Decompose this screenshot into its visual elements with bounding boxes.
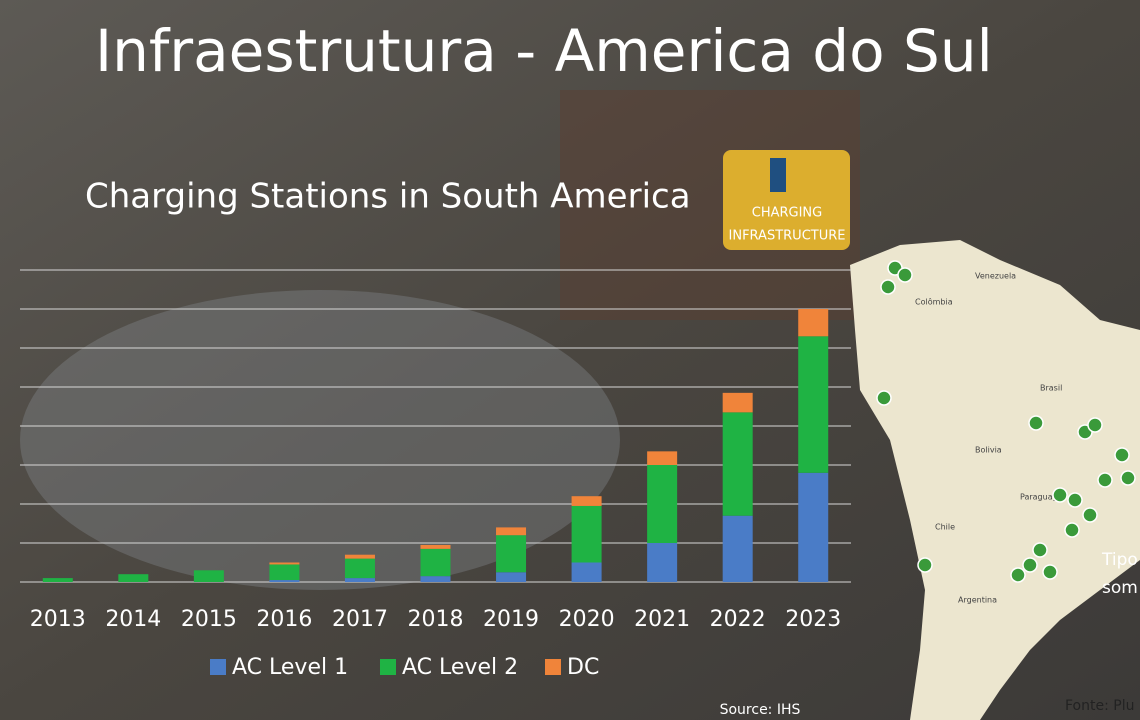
x-tick-label: 2019 (483, 607, 539, 632)
map-pin (876, 390, 892, 406)
x-tick-label: 2018 (408, 607, 464, 632)
map-label: Paraguay (1020, 493, 1058, 502)
bar-segment (722, 515, 753, 582)
bar-segment (571, 562, 602, 582)
x-tick-label: 2016 (256, 607, 312, 632)
bar-segment (269, 562, 300, 565)
map-pin (1067, 492, 1083, 508)
bar-segment (118, 574, 149, 582)
badge-text: CHARGING (752, 206, 822, 221)
bar-segment (496, 527, 527, 536)
map (850, 240, 1140, 720)
legend-label: AC Level 2 (402, 655, 518, 680)
map-label: Colômbia (915, 297, 953, 307)
x-tick-label: 2022 (710, 607, 766, 632)
bar-segment (344, 558, 375, 579)
bar-segment (420, 548, 451, 577)
bar-segment (269, 564, 300, 581)
badge-icon (770, 158, 786, 192)
bar-segment (269, 580, 300, 582)
map-pin (1082, 507, 1098, 523)
map-pin (1022, 557, 1038, 573)
bar-segment (647, 465, 678, 543)
map-pin (1042, 564, 1058, 580)
source: Source: IHS (720, 702, 801, 718)
side-note: Tipo (1101, 550, 1138, 570)
source-right: Fonte: Plu (1065, 698, 1134, 714)
map-pin (1052, 487, 1068, 503)
map-pin (880, 279, 896, 295)
bar-segment (647, 451, 678, 465)
map-pin (1097, 472, 1113, 488)
bar-segment (571, 505, 602, 563)
badge-text: INFRASTRUCTURE (729, 229, 846, 244)
chart-title: Charging Stations in South America (85, 177, 691, 217)
bar-segment (798, 309, 829, 337)
bar-segment (496, 572, 527, 582)
map-pin (917, 557, 933, 573)
x-tick-label: 2020 (559, 607, 615, 632)
legend-swatch (210, 659, 226, 675)
map-pin (1032, 542, 1048, 558)
map-label: Bolivia (975, 446, 1002, 455)
side-note: som (1102, 578, 1138, 598)
bar-segment (722, 392, 753, 413)
bar-segment (420, 544, 451, 549)
map-pin (1120, 470, 1136, 486)
map-label: Argentina (958, 596, 997, 605)
x-tick-label: 2014 (105, 607, 161, 632)
map-pin (1064, 522, 1080, 538)
map-label: Brasil (1040, 384, 1062, 393)
x-tick-label: 2015 (181, 607, 237, 632)
map-pin (1028, 415, 1044, 431)
map-pin (1087, 417, 1103, 433)
x-tick-label: 2023 (785, 607, 841, 632)
x-tick-label: 2021 (634, 607, 690, 632)
bar-segment (420, 576, 451, 582)
map-pin (1010, 567, 1026, 583)
bar-segment (344, 578, 375, 582)
legend-swatch (380, 659, 396, 675)
badge (723, 150, 850, 250)
car (20, 290, 620, 590)
legend-label: DC (567, 655, 599, 680)
bar-segment (722, 412, 753, 516)
bar-segment (798, 472, 829, 582)
x-tick-label: 2017 (332, 607, 388, 632)
bar-segment (496, 535, 527, 573)
legend-label: AC Level 1 (232, 655, 348, 680)
bar-segment (647, 543, 678, 582)
bar-segment (571, 496, 602, 506)
bar-segment (42, 578, 73, 582)
legend-swatch (545, 659, 561, 675)
x-tick-label: 2013 (30, 607, 86, 632)
bar-segment (193, 570, 224, 582)
slide-title: Infraestrutura - America do Sul (95, 17, 993, 85)
map-pin (897, 267, 913, 283)
map-pin (1114, 447, 1130, 463)
map-label: Chile (935, 523, 955, 532)
bar-segment (798, 336, 829, 473)
bar-segment (344, 554, 375, 559)
map-label: Venezuela (975, 272, 1016, 281)
